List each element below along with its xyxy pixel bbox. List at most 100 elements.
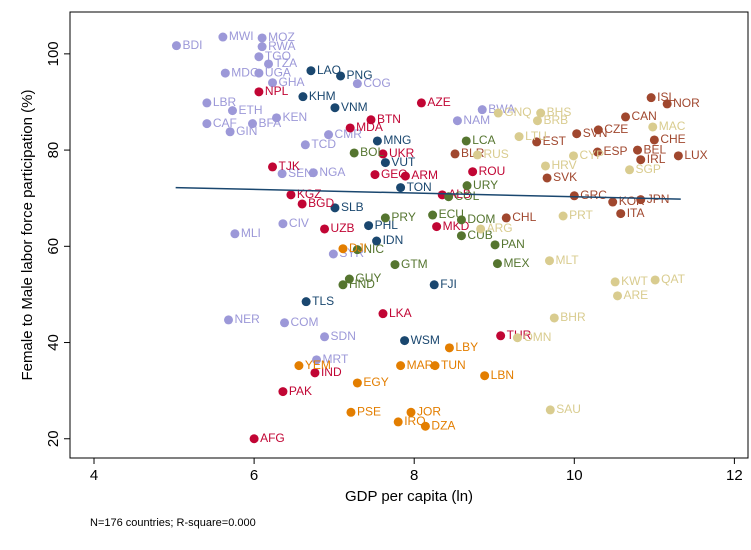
point (625, 165, 635, 175)
point (171, 41, 181, 51)
point-label: MAC (659, 119, 686, 133)
point (336, 71, 346, 81)
point (496, 331, 506, 341)
point (649, 135, 659, 145)
point-label: BOL (360, 145, 384, 159)
point-label: BRB (543, 113, 568, 127)
point-label: NGA (319, 165, 345, 179)
point-label: WSM (411, 333, 440, 347)
point-label: EST (543, 134, 567, 148)
point (432, 222, 442, 232)
point-label: NAM (463, 113, 490, 127)
point (372, 136, 382, 146)
point (400, 336, 410, 346)
x-axis-title: GDP per capita (ln) (345, 488, 473, 505)
point (286, 190, 296, 200)
point-label: GTM (401, 257, 428, 271)
point (225, 127, 235, 137)
point (349, 148, 359, 158)
point-label: AZE (427, 95, 450, 109)
point (297, 199, 307, 209)
point (352, 79, 362, 89)
point (416, 98, 426, 108)
point-label: RWA (268, 39, 295, 53)
point (429, 280, 439, 290)
point-label: BEL (644, 142, 667, 156)
point (294, 361, 304, 371)
point-label: ROU (479, 164, 506, 178)
point (372, 236, 382, 246)
x-tick-label: 10 (566, 467, 583, 484)
point (277, 169, 287, 179)
point-label: MEX (503, 256, 529, 270)
point (264, 59, 274, 69)
point (593, 147, 603, 157)
point (428, 210, 438, 220)
point-label: PAK (289, 384, 312, 398)
point-label: LBY (455, 340, 478, 354)
point (608, 197, 618, 207)
point-label: CUB (467, 228, 492, 242)
point-label: MOZ (268, 30, 295, 44)
point (278, 219, 288, 229)
point (549, 313, 559, 323)
point-label: PRT (569, 208, 593, 222)
point (406, 407, 416, 417)
point-label: SDN (331, 329, 356, 343)
point (366, 115, 376, 125)
point-label: GEO (381, 167, 408, 181)
point-label: SGP (636, 162, 661, 176)
point (646, 93, 656, 103)
point-label: BHS (547, 105, 572, 119)
y-tick-label: 60 (45, 238, 62, 255)
point-label: VNM (341, 100, 368, 114)
point (492, 259, 502, 269)
point (254, 52, 264, 62)
point-label: CMR (335, 127, 363, 141)
point-label: COG (363, 76, 390, 90)
point (545, 405, 555, 415)
point-label: QAT (661, 272, 685, 286)
point-label: SLB (341, 200, 364, 214)
point-label: LCA (472, 133, 495, 147)
point (572, 129, 582, 139)
point-label: UZB (331, 221, 355, 235)
point (501, 213, 511, 223)
point (636, 195, 646, 205)
point-label: CAN (632, 109, 657, 123)
point (532, 137, 542, 147)
point (352, 378, 362, 388)
point-label: LAO (317, 63, 341, 77)
point (540, 161, 550, 171)
point (230, 229, 240, 239)
point-label: ISL (657, 90, 675, 104)
point (346, 407, 356, 417)
point-label: SAU (556, 402, 581, 416)
point-label: DOM (467, 212, 495, 226)
x-tick-label: 4 (90, 467, 98, 484)
point (636, 155, 646, 165)
point (456, 231, 466, 241)
point-label: HND (349, 277, 375, 291)
point-label: LTU (525, 129, 547, 143)
point (308, 168, 318, 178)
point (400, 171, 410, 181)
point-label: GHA (279, 75, 305, 89)
point-label: OMN (523, 330, 551, 344)
point-label: PSE (357, 404, 381, 418)
point-label: KWT (621, 274, 648, 288)
point-label: DZA (431, 418, 455, 432)
x-tick-label: 8 (410, 467, 418, 484)
point (462, 181, 472, 191)
point-label: MLI (241, 226, 261, 240)
point-label: TUN (441, 358, 466, 372)
point (569, 191, 579, 201)
point-label: URY (473, 178, 498, 192)
point-label: CAF (213, 116, 237, 130)
point (461, 136, 471, 146)
point-label: GNQ (504, 105, 531, 119)
point (364, 221, 374, 231)
point (312, 355, 322, 365)
point (468, 167, 478, 177)
point (330, 103, 340, 113)
